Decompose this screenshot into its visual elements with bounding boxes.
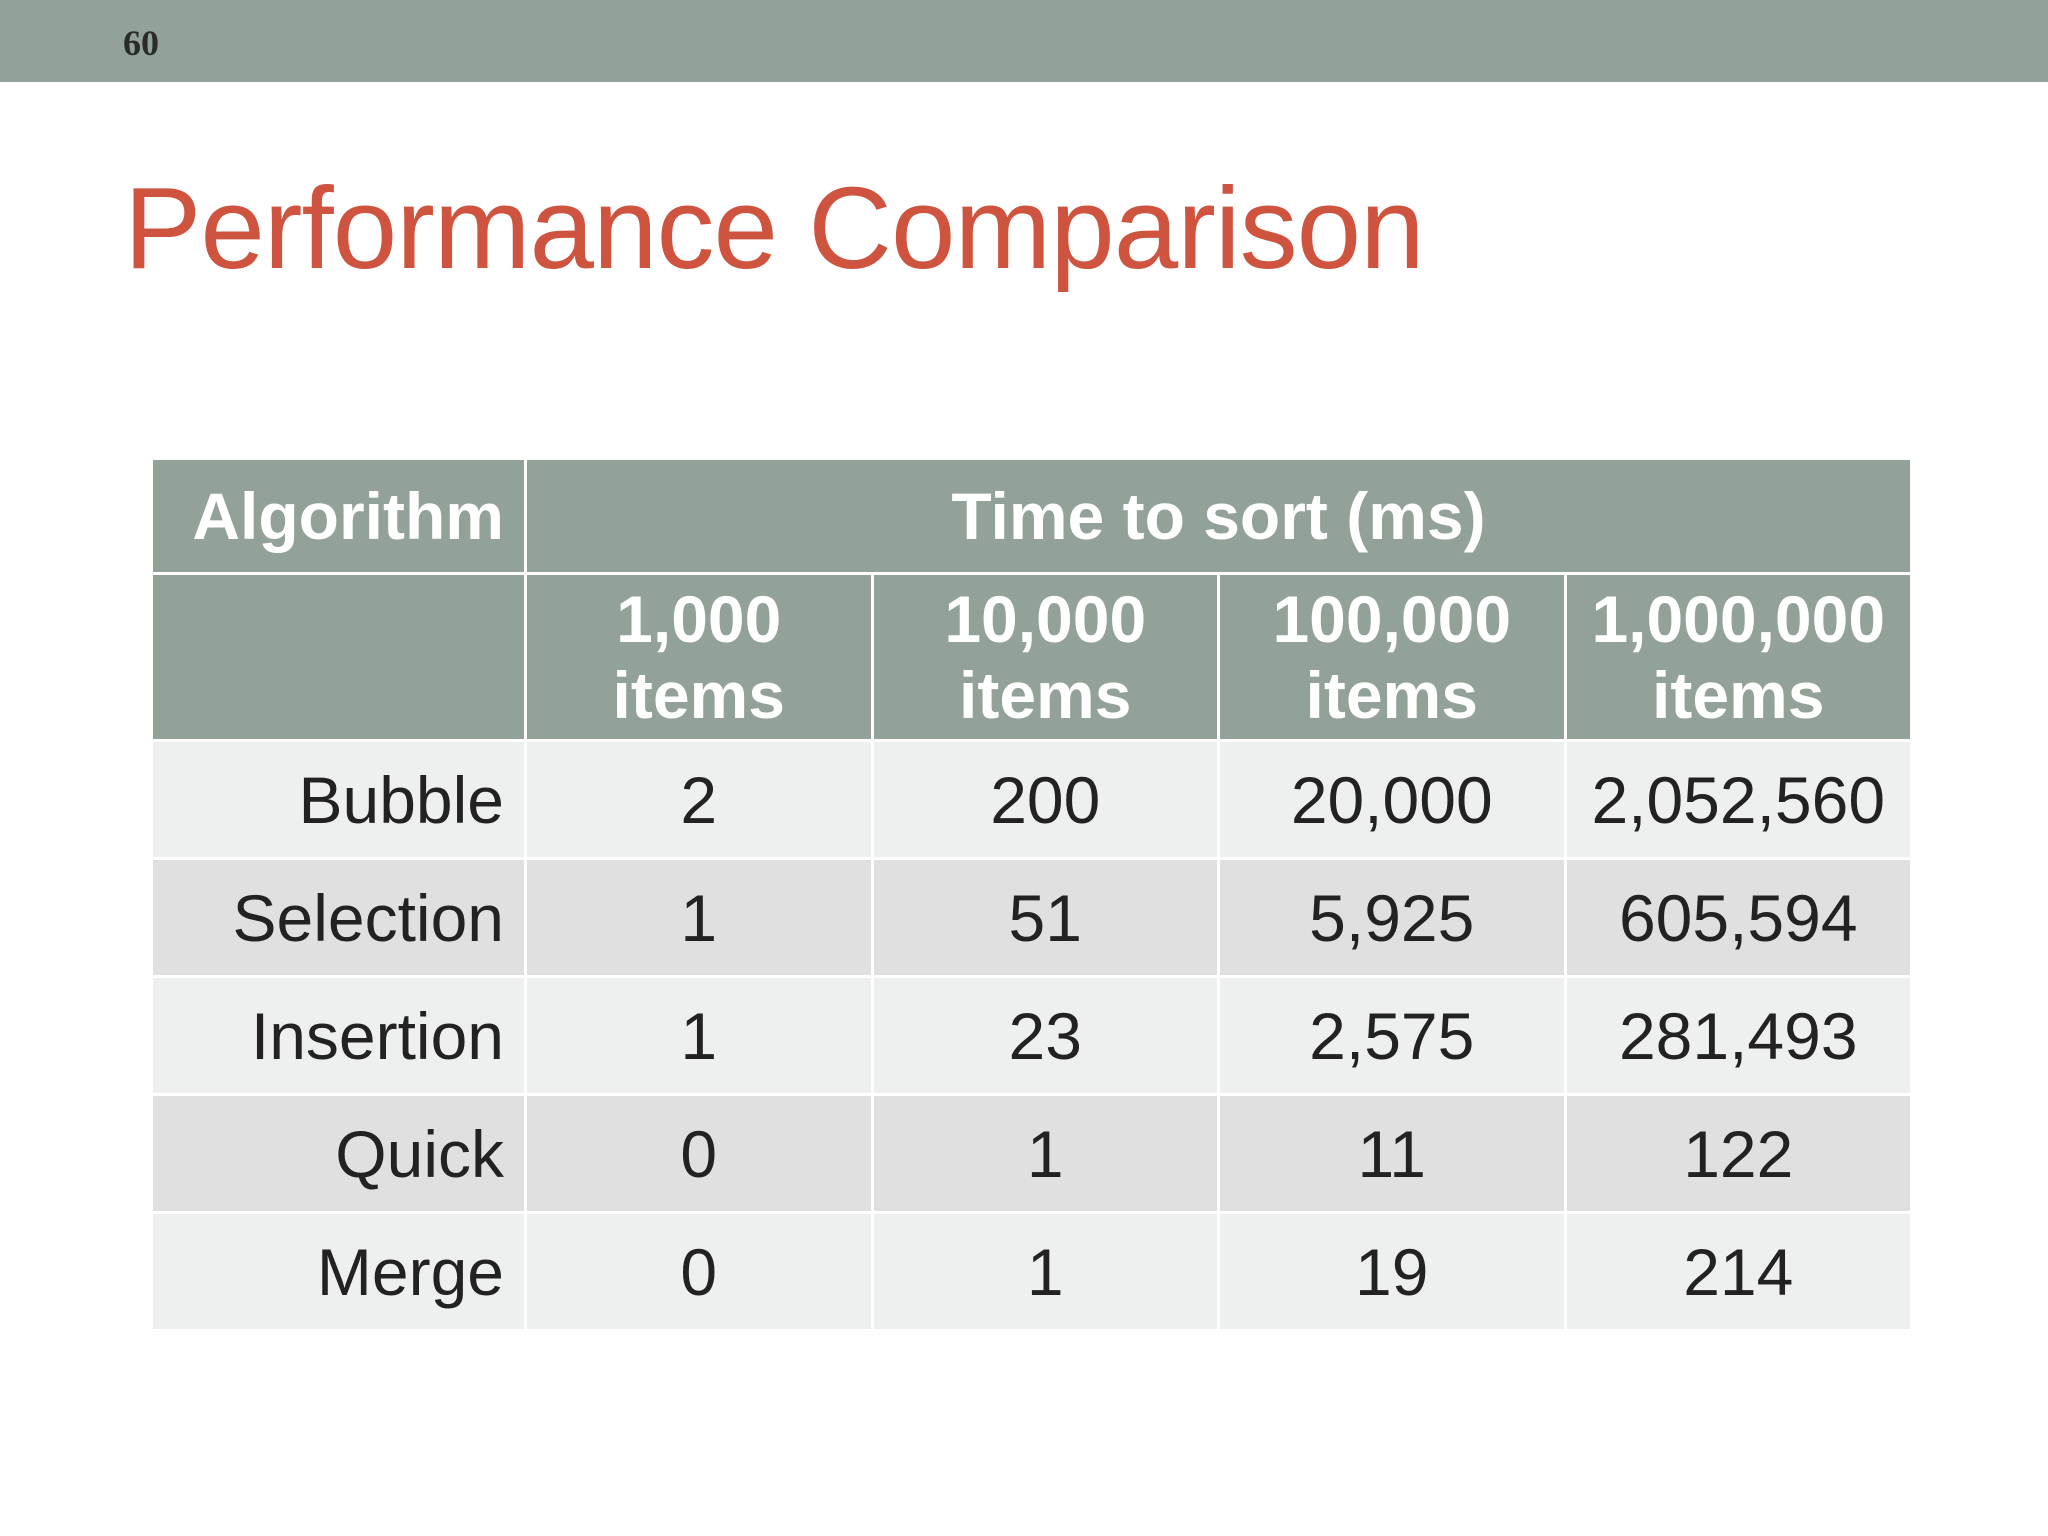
time-cell: 200 [870, 739, 1220, 860]
time-cell: 214 [1563, 1211, 1913, 1332]
time-cell: 2,575 [1217, 975, 1567, 1096]
time-cell: 1 [870, 1211, 1220, 1332]
time-cell: 23 [870, 975, 1220, 1096]
size-header: 1,000 items [524, 572, 874, 742]
time-header: Time to sort (ms) [524, 457, 1913, 575]
size-header-line1: 10,000 [944, 582, 1147, 656]
time-cell: 0 [524, 1093, 874, 1214]
empty-header-cell [150, 572, 527, 742]
algorithm-name: Quick [150, 1093, 527, 1214]
time-cell: 19 [1217, 1211, 1567, 1332]
slide-title: Performance Comparison [124, 163, 1425, 293]
time-cell: 51 [870, 857, 1220, 978]
size-header-line2: items [612, 658, 785, 732]
time-cell: 5,925 [1217, 857, 1567, 978]
time-cell: 1 [524, 975, 874, 1096]
table-row: Quick 0 1 11 122 [150, 1093, 1913, 1214]
size-header-row: 1,000 items 10,000 items 100,000 items 1… [150, 572, 1913, 742]
time-cell: 122 [1563, 1093, 1913, 1214]
time-cell: 20,000 [1217, 739, 1567, 860]
time-cell: 1 [524, 857, 874, 978]
performance-table: Algorithm Time to sort (ms) 1,000 items … [150, 457, 1913, 1332]
top-bar: 60 [0, 0, 2048, 82]
table-row: Insertion 1 23 2,575 281,493 [150, 975, 1913, 1096]
time-cell: 0 [524, 1211, 874, 1332]
algorithm-name: Insertion [150, 975, 527, 1096]
size-header-line2: items [1652, 658, 1825, 732]
time-cell: 2 [524, 739, 874, 860]
table-header-row: Algorithm Time to sort (ms) [150, 457, 1913, 575]
algorithm-header: Algorithm [150, 457, 527, 575]
table-row: Merge 0 1 19 214 [150, 1211, 1913, 1332]
size-header: 10,000 items [870, 572, 1220, 742]
size-header: 100,000 items [1217, 572, 1567, 742]
time-cell: 605,594 [1563, 857, 1913, 978]
size-header-line1: 100,000 [1272, 582, 1512, 656]
algorithm-name: Selection [150, 857, 527, 978]
slide-number: 60 [123, 23, 159, 63]
algorithm-name: Merge [150, 1211, 527, 1332]
size-header-line1: 1,000,000 [1591, 582, 1886, 656]
size-header-line1: 1,000 [616, 582, 782, 656]
size-header-line2: items [959, 658, 1132, 732]
time-cell: 2,052,560 [1563, 739, 1913, 860]
time-cell: 11 [1217, 1093, 1567, 1214]
algorithm-name: Bubble [150, 739, 527, 860]
size-header-line2: items [1305, 658, 1478, 732]
table-row: Bubble 2 200 20,000 2,052,560 [150, 739, 1913, 860]
time-cell: 1 [870, 1093, 1220, 1214]
table-row: Selection 1 51 5,925 605,594 [150, 857, 1913, 978]
time-cell: 281,493 [1563, 975, 1913, 1096]
size-header: 1,000,000 items [1563, 572, 1913, 742]
